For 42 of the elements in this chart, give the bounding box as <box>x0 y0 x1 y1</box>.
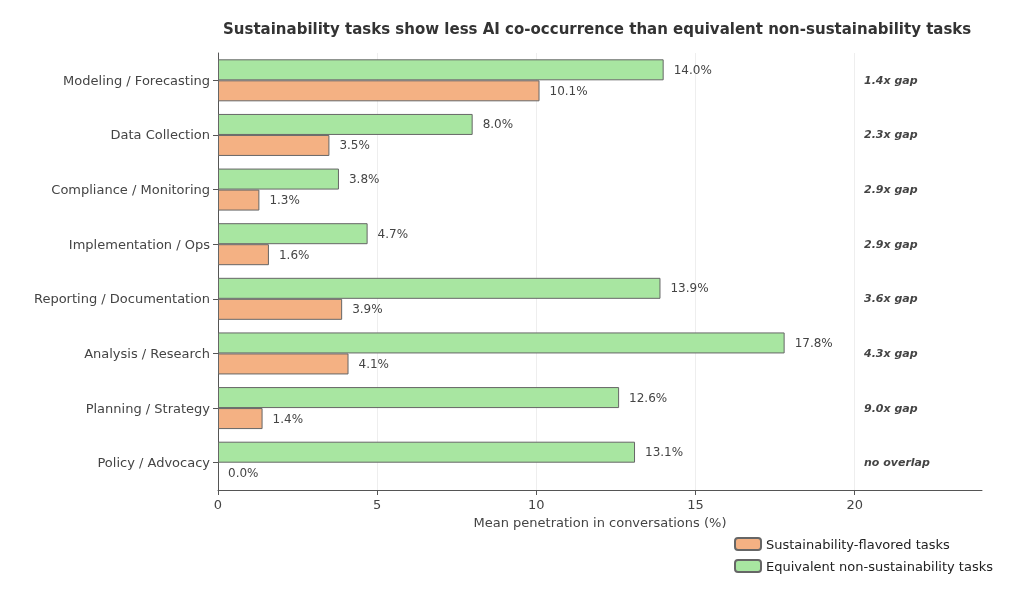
x-tick-label: 15 <box>687 497 704 512</box>
y-tick-label: Implementation / Ops <box>68 236 211 252</box>
chart-title: Sustainability tasks show less AI co-occurrence than equivalent non-sustainability tasks <box>223 19 972 38</box>
data-label: 13.1% <box>645 445 684 460</box>
data-label: 8.0% <box>482 117 514 132</box>
y-tick-label: Modeling / Forecasting <box>63 72 210 88</box>
data-label: 0.0% <box>228 466 259 481</box>
data-label: 3.5% <box>339 138 370 153</box>
annotation: 2.3x gap <box>864 128 918 142</box>
y-tick-label: Data Collection <box>110 127 210 143</box>
y-tick-label: Policy / Advocacy <box>97 455 211 471</box>
y-tick-label: Compliance / Monitoring <box>51 182 210 198</box>
x-axis-title: Mean penetration in conversations (%) <box>473 515 727 530</box>
data-label: 1.3% <box>269 193 300 208</box>
annotation: 1.4x gap <box>864 73 918 87</box>
data-label: 1.4% <box>272 411 304 426</box>
legend-label: Equivalent non-sustainability tasks <box>766 558 994 574</box>
y-tick-label: Planning / Strategy <box>85 400 211 416</box>
data-label: 14.0% <box>673 62 712 77</box>
annotation: 2.9x gap <box>864 183 918 197</box>
data-label: 10.1% <box>549 83 588 98</box>
data-label: 1.6% <box>278 247 310 262</box>
data-label: 4.7% <box>377 226 409 241</box>
x-tick-label: 5 <box>373 497 382 512</box>
data-label: 3.8% <box>348 172 380 187</box>
y-tick-label: Analysis / Research <box>84 345 210 361</box>
x-tick-label: 10 <box>528 497 545 512</box>
data-label: 13.9% <box>670 281 709 296</box>
legend-label: Sustainability-flavored tasks <box>766 536 951 552</box>
data-label: 4.1% <box>358 356 390 371</box>
data-label: 3.9% <box>352 302 383 317</box>
data-label: 12.6% <box>629 390 668 405</box>
x-tick-label: 0 <box>213 497 223 512</box>
annotation: 3.6x gap <box>864 292 918 306</box>
annotation: 2.9x gap <box>864 237 918 251</box>
annotation: 4.3x gap <box>863 346 918 360</box>
annotation: 9.0x gap <box>864 401 918 415</box>
y-tick-label: Reporting / Documentation <box>33 291 210 307</box>
annotation: no overlap <box>864 456 931 470</box>
data-label: 17.8% <box>794 335 833 350</box>
bar <box>218 441 636 463</box>
x-tick-label: 20 <box>846 497 863 512</box>
